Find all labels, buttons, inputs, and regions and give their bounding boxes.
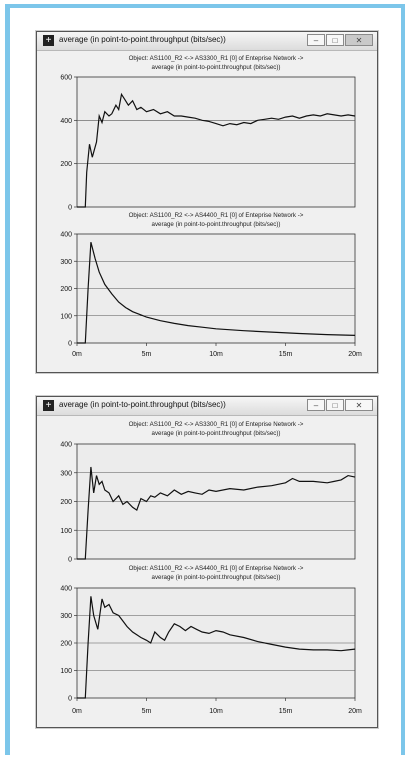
panel-header-object: Object: AS1100_R2 <-> AS4400_R1 [0] of E… [129,565,304,572]
y-tick-label: 300 [60,259,72,266]
y-tick-label: 600 [60,75,72,82]
y-tick-label: 200 [60,286,72,293]
panel-header-statistic: average (in point-to-point.throughput (b… [152,430,281,437]
y-tick-label: 0 [68,557,72,564]
y-tick-label: 300 [60,613,72,620]
y-tick-label: 400 [60,118,72,125]
panel-header-object: Object: AS1100_R2 <-> AS4400_R1 [0] of E… [129,212,304,219]
graph-window-1[interactable]: + average (in point-to-point.throughput … [36,31,378,373]
y-tick-label: 0 [68,341,72,348]
panel-header-statistic: average (in point-to-point.throughput (b… [152,221,281,228]
plot-area [76,76,356,208]
maximize-button[interactable]: □ [326,399,344,411]
graph-area-1: Object: AS1100_R2 <-> AS3300_R1 [0] of E… [60,55,362,358]
x-tick-label: 20m [348,708,362,715]
series-line [77,242,356,344]
app-icon: + [43,35,54,46]
y-tick-label: 400 [60,586,72,593]
y-tick-label: 300 [60,470,72,477]
y-tick-label: 0 [68,696,72,703]
series-line [77,466,356,560]
x-tick-label: 0m [72,351,82,358]
x-tick-label: 5m [142,708,152,715]
panel-header-object: Object: AS1100_R2 <-> AS3300_R1 [0] of E… [129,421,304,428]
close-button[interactable]: ✕ [345,399,373,411]
x-tick-label: 5m [142,351,152,358]
panel-header-statistic: average (in point-to-point.throughput (b… [152,574,281,581]
y-tick-label: 400 [60,442,72,449]
series-line [77,596,356,699]
y-tick-label: 400 [60,232,72,239]
window-title: average (in point-to-point.throughput (b… [59,35,226,44]
window-titlebar[interactable]: + average (in point-to-point.throughput … [37,397,377,416]
window-titlebar[interactable]: + average (in point-to-point.throughput … [37,32,377,51]
window-title: average (in point-to-point.throughput (b… [59,400,226,409]
graph-area-2: Object: AS1100_R2 <-> AS3300_R1 [0] of E… [60,421,362,715]
panel-header-statistic: average (in point-to-point.throughput (b… [152,64,281,71]
window-controls: – □ ✕ [307,34,373,47]
y-tick-label: 0 [68,205,72,212]
y-tick-label: 200 [60,499,72,506]
minimize-button[interactable]: – [307,34,325,46]
x-tick-label: 15m [279,708,293,715]
app-icon: + [43,400,54,411]
y-tick-label: 200 [60,641,72,648]
x-tick-label: 10m [209,708,223,715]
y-tick-label: 100 [60,313,72,320]
y-tick-label: 100 [60,528,72,535]
x-tick-label: 10m [209,351,223,358]
window-controls: – □ ✕ [307,399,373,412]
x-tick-label: 20m [348,351,362,358]
close-button[interactable]: ✕ [345,34,373,46]
maximize-button[interactable]: □ [326,34,344,46]
graph-window-2[interactable]: + average (in point-to-point.throughput … [36,396,378,728]
y-tick-label: 100 [60,668,72,675]
minimize-button[interactable]: – [307,399,325,411]
series-line [77,92,356,208]
panel-header-object: Object: AS1100_R2 <-> AS3300_R1 [0] of E… [129,55,304,62]
y-tick-label: 200 [60,161,72,168]
x-tick-label: 0m [72,708,82,715]
x-tick-label: 15m [279,351,293,358]
